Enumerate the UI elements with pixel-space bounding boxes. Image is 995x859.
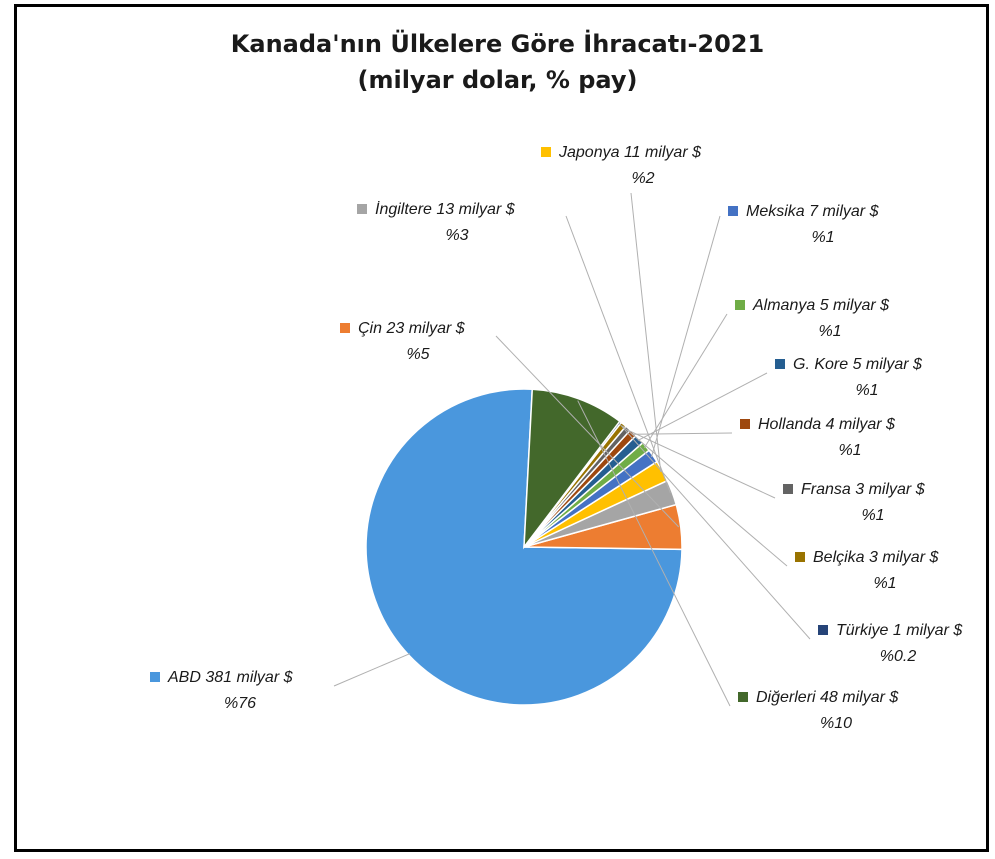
slice-percent: %1 [873, 575, 896, 592]
pie-slice-abd [365, 388, 683, 706]
leader-line [637, 372, 768, 441]
slice-label: Meksika 7 milyar $ [746, 203, 880, 220]
leader-line [643, 313, 728, 449]
slice-percent: %2 [631, 170, 654, 187]
slice-label: G. Kore 5 milyar $ [793, 356, 923, 373]
slice-percent: %1 [861, 507, 884, 524]
legend-swatch [728, 206, 738, 216]
slice-percent: %3 [445, 227, 468, 244]
slice-percent: %76 [224, 695, 256, 712]
legend-swatch [738, 692, 748, 702]
slice-percent: %1 [855, 382, 878, 399]
legend-swatch [783, 484, 793, 494]
leader-line [631, 432, 733, 435]
slice-label: Çin 23 milyar $ [358, 320, 466, 337]
slice-label: Almanya 5 milyar $ [752, 297, 890, 314]
legend-swatch [357, 204, 367, 214]
slice-label: Japonya 11 milyar $ [558, 144, 702, 161]
leader-line [565, 215, 671, 494]
leader-line [618, 423, 811, 640]
slice-percent: %1 [811, 229, 834, 246]
legend-swatch [740, 419, 750, 429]
leader-line [495, 335, 680, 528]
slice-labels: ABD 381 milyar $ %76 Çin 23 milyar $ %5 İngi… [150, 144, 963, 732]
pie-slice-diğerleri [523, 388, 621, 550]
leader-line [626, 429, 776, 499]
slice-percent: %1 [838, 442, 861, 459]
legend-swatch [150, 672, 160, 682]
legend-swatch [735, 300, 745, 310]
chart-title: Kanada'nın Ülkelere Göre İhracatı-2021 [230, 30, 765, 58]
slice-percent: %1 [818, 323, 841, 340]
legend-swatch [818, 625, 828, 635]
slice-label: Diğerleri 48 milyar $ [756, 689, 899, 706]
slice-percent: %5 [406, 346, 429, 363]
leader-line [577, 400, 731, 707]
legend-swatch [775, 359, 785, 369]
slice-percent: %10 [820, 715, 852, 732]
leader-line [333, 653, 411, 687]
leader-lines [333, 192, 811, 707]
slice-percent: %0.2 [880, 648, 917, 665]
slice-label: Türkiye 1 milyar $ [836, 622, 963, 639]
legend-swatch [795, 552, 805, 562]
pie-slices [365, 388, 683, 706]
slice-label: Belçika 3 milyar $ [813, 549, 939, 566]
leader-line [630, 192, 662, 472]
legend-swatch [541, 147, 551, 157]
leader-line [650, 215, 721, 458]
leader-line [622, 425, 788, 567]
chart-subtitle: (milyar dolar, % pay) [357, 66, 638, 94]
slice-label: İngiltere 13 milyar $ [375, 199, 516, 218]
slice-label: Hollanda 4 milyar $ [758, 416, 896, 433]
slice-label: ABD 381 milyar $ [167, 669, 294, 686]
slice-label: Fransa 3 milyar $ [801, 481, 926, 498]
legend-swatch [340, 323, 350, 333]
